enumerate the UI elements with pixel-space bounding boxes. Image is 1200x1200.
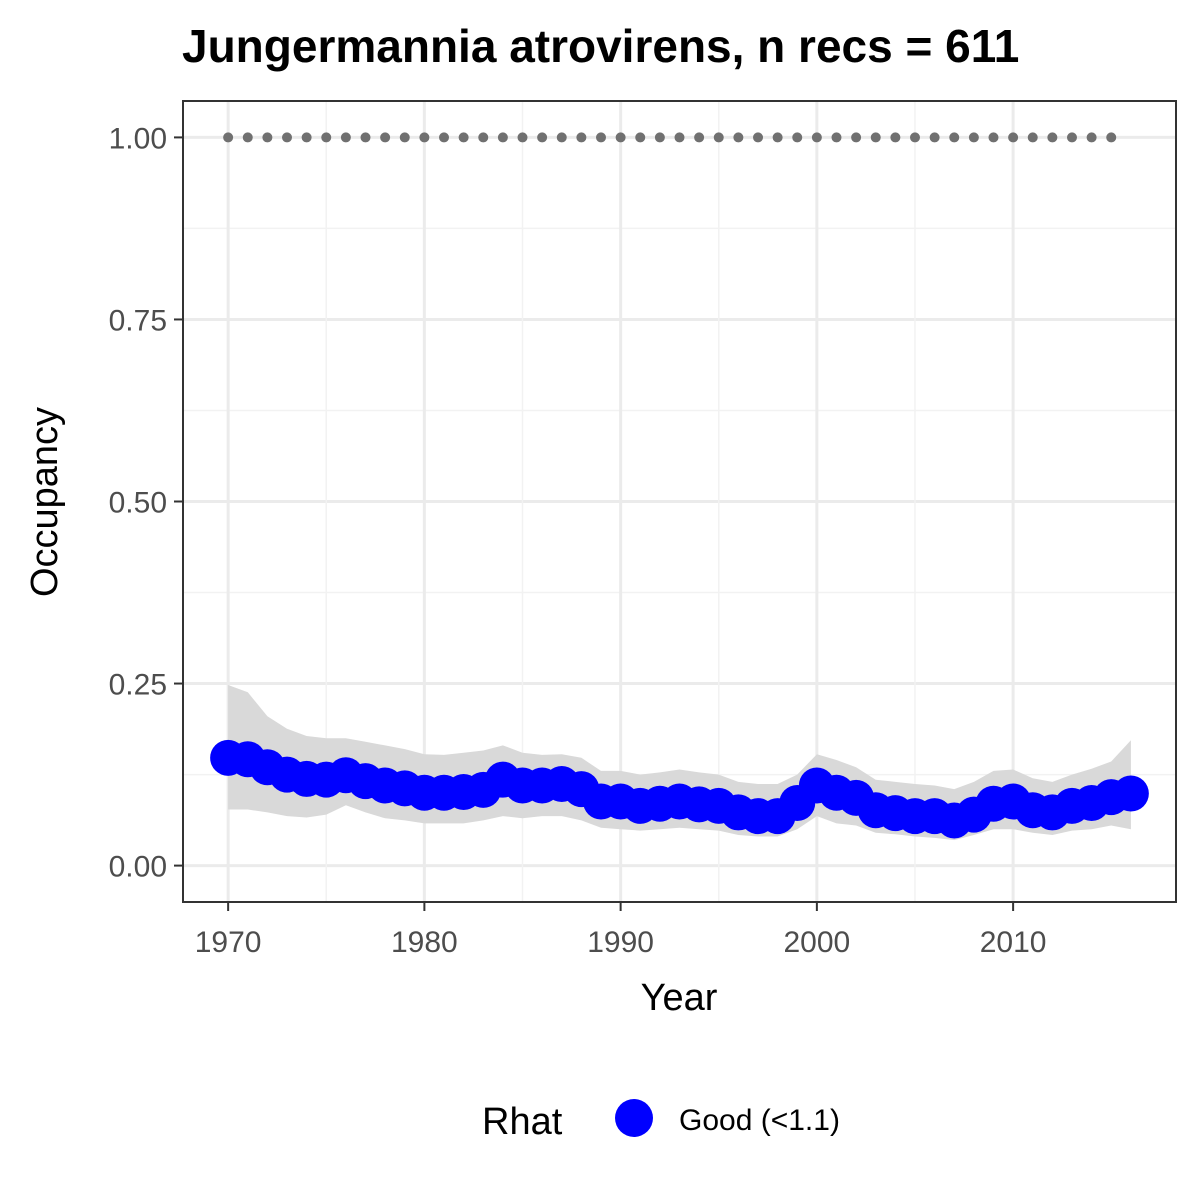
reference-point (792, 132, 803, 143)
reference-point (517, 132, 528, 143)
reference-point (282, 132, 293, 143)
reference-point (340, 132, 351, 143)
reference-point (242, 132, 253, 143)
reference-point (1066, 132, 1077, 143)
legend-title: Rhat (482, 1101, 563, 1143)
reference-point (478, 132, 489, 143)
y-axis-title: Occupancy (24, 407, 66, 597)
reference-point (929, 132, 940, 143)
y-tick-label: 1.00 (109, 122, 167, 155)
x-tick-label: 1980 (391, 926, 458, 959)
reference-point (596, 132, 607, 143)
x-tick-label: 1990 (587, 926, 654, 959)
reference-point (654, 132, 665, 143)
reference-point (635, 132, 646, 143)
chart-title: Jungermannia atrovirens, n recs = 611 (182, 20, 1019, 72)
reference-point (890, 132, 901, 143)
reference-point (380, 132, 391, 143)
legend-key-good (615, 1099, 653, 1137)
x-axis: 1970 1980 1990 2000 2010 (195, 902, 1047, 959)
reference-point (831, 132, 842, 143)
reference-point (497, 132, 508, 143)
reference-point (772, 132, 783, 143)
reference-point (909, 132, 920, 143)
x-tick-label: 2010 (980, 926, 1047, 959)
reference-point (360, 132, 371, 143)
reference-point (949, 132, 960, 143)
reference-point (1086, 132, 1097, 143)
y-tick-label: 0.75 (109, 304, 167, 337)
mean-point (1112, 775, 1149, 812)
reference-point (968, 132, 979, 143)
reference-point (870, 132, 881, 143)
reference-point (576, 132, 587, 143)
y-tick-label: 0.50 (109, 487, 167, 520)
reference-point (537, 132, 548, 143)
reference-point (1027, 132, 1038, 143)
x-tick-label: 1970 (195, 926, 262, 959)
reference-point (851, 132, 862, 143)
y-tick-label: 0.00 (109, 851, 167, 884)
x-axis-title: Year (641, 977, 718, 1019)
reference-point (988, 132, 999, 143)
reference-point (439, 132, 450, 143)
mean-occupancy-points (210, 739, 1149, 839)
reference-point (811, 132, 822, 143)
reference-points (223, 132, 1117, 143)
reference-point (733, 132, 744, 143)
reference-point (1106, 132, 1117, 143)
reference-point (1047, 132, 1058, 143)
reference-point (752, 132, 763, 143)
reference-point (458, 132, 469, 143)
reference-point (674, 132, 685, 143)
reference-point (321, 132, 332, 143)
reference-point (713, 132, 724, 143)
reference-point (694, 132, 705, 143)
legend: Rhat Good (<1.1) (482, 1099, 840, 1143)
reference-point (419, 132, 430, 143)
reference-point (301, 132, 312, 143)
legend-label-good: Good (<1.1) (679, 1104, 840, 1137)
reference-point (615, 132, 626, 143)
reference-point (399, 132, 410, 143)
y-axis: 0.00 0.25 0.50 0.75 1.00 (109, 122, 183, 884)
y-tick-label: 0.25 (109, 669, 167, 702)
reference-point (556, 132, 567, 143)
reference-point (1008, 132, 1019, 143)
reference-point (262, 132, 273, 143)
reference-point (223, 132, 234, 143)
x-tick-label: 2000 (783, 926, 850, 959)
